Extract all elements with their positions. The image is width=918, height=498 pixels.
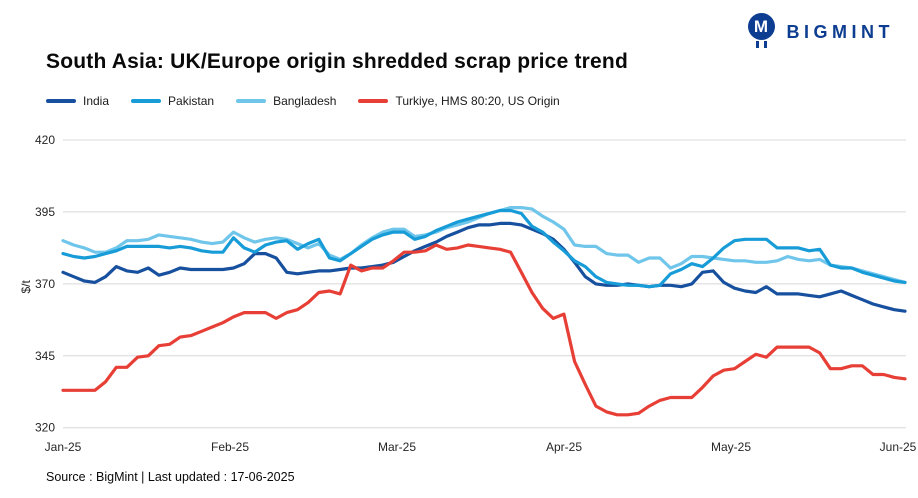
- x-tick-label-jun-25: Jun-25: [880, 440, 917, 454]
- brand-logo: M BIGMINT: [747, 13, 895, 51]
- legend-item-turkiye: Turkiye, HMS 80:20, US Origin: [358, 94, 560, 108]
- logo-leg-right: [763, 41, 767, 48]
- series-line-india: [61, 221, 907, 313]
- logo-leg-left: [755, 41, 759, 48]
- y-tick-label: 370: [35, 277, 55, 291]
- x-tick-label-jan-25: Jan-25: [45, 440, 82, 454]
- series-line-turkiye: [61, 243, 907, 417]
- x-tick-label-feb-25: Feb-25: [211, 440, 249, 454]
- legend-label-bangladesh: Bangladesh: [273, 94, 337, 108]
- legend-label-india: India: [83, 94, 110, 108]
- series-line-bangladesh: [61, 206, 907, 284]
- legend-swatch-pakistan: [131, 99, 162, 103]
- chart-legend: India Pakistan Bangladesh Turkiye, HMS 80:2…: [46, 94, 560, 108]
- y-axis-label: $/t: [19, 280, 33, 294]
- chart-title: South Asia: UK/Europe origin shredded sc…: [46, 50, 628, 73]
- y-tick-label: 420: [35, 133, 55, 147]
- y-tick-label: 395: [35, 205, 55, 219]
- series-line-pakistan: [61, 208, 907, 289]
- source-note: Source : BigMint | Last updated : 17-06-…: [46, 470, 295, 484]
- x-tick-label-may-25: May-25: [711, 440, 751, 454]
- bigmint-monogram: M: [747, 13, 775, 40]
- legend-label-pakistan: Pakistan: [168, 94, 215, 108]
- x-tick-label-apr-25: Apr-25: [546, 440, 582, 454]
- legend-swatch-bangladesh: [236, 99, 267, 103]
- legend-item-pakistan: Pakistan: [131, 94, 214, 108]
- legend-item-bangladesh: Bangladesh: [236, 94, 336, 108]
- x-tick-label-mar-25: Mar-25: [378, 440, 416, 454]
- brand-wordmark: BIGMINT: [786, 21, 894, 42]
- legend-swatch-turkiye: [358, 99, 389, 103]
- legend-label-turkiye: Turkiye, HMS 80:20, US Origin: [395, 94, 560, 108]
- y-tick-label: 320: [35, 421, 55, 435]
- bigmint-logo-icon: M: [747, 13, 778, 51]
- y-tick-label: 345: [35, 349, 55, 363]
- legend-item-india: India: [46, 94, 109, 108]
- legend-swatch-india: [46, 99, 76, 103]
